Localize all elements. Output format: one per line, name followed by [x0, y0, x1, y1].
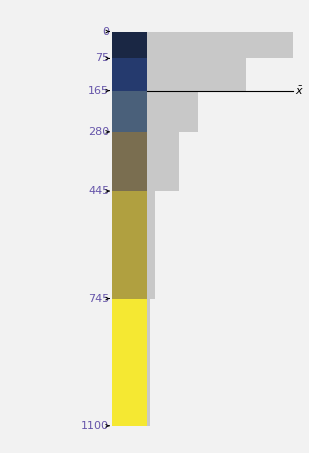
Text: 445: 445	[88, 186, 109, 196]
Bar	[147, 91, 198, 132]
Text: 280: 280	[88, 127, 109, 137]
Bar	[147, 132, 179, 191]
Text: 165: 165	[88, 86, 109, 96]
Text: $\bar{x}$: $\bar{x}$	[295, 85, 304, 97]
Bar	[112, 191, 147, 299]
Text: 745: 745	[88, 294, 109, 304]
Bar	[147, 32, 293, 58]
Text: 0: 0	[102, 27, 109, 37]
Bar	[147, 299, 150, 426]
Bar	[112, 32, 147, 58]
Bar	[112, 58, 147, 91]
Bar	[112, 132, 147, 191]
Bar	[112, 299, 147, 426]
Bar	[147, 58, 246, 91]
Text: 1100: 1100	[81, 421, 109, 431]
Text: 75: 75	[95, 53, 109, 63]
Bar	[147, 191, 155, 299]
Bar	[112, 91, 147, 132]
